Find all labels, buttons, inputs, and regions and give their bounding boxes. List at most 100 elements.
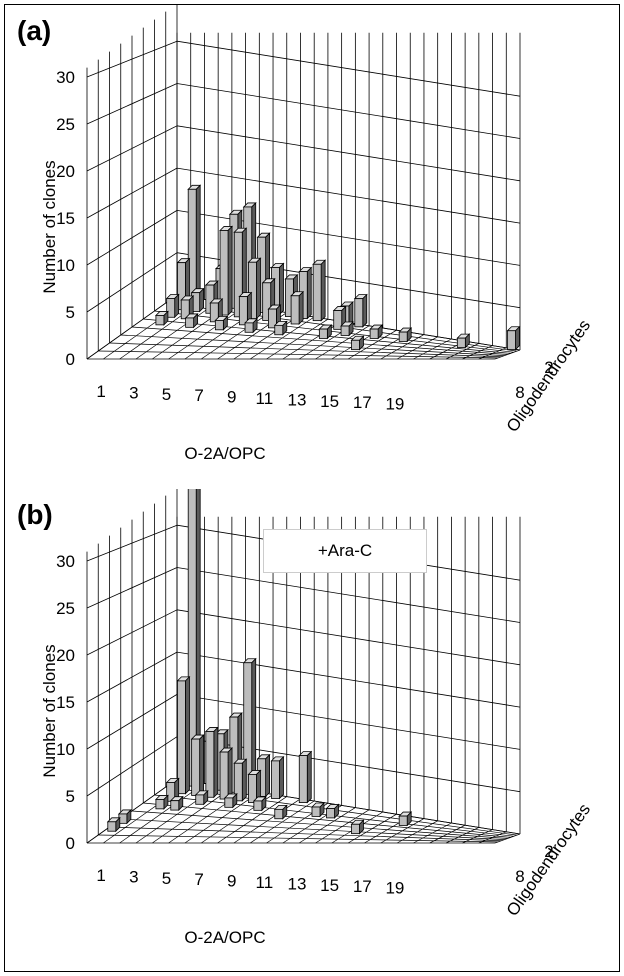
floor-gridline (143, 802, 511, 838)
bar (170, 800, 180, 811)
bar (219, 751, 229, 800)
bar-side (298, 290, 304, 325)
bar (312, 263, 322, 322)
y-tick-label: 0 (66, 350, 75, 369)
side-wall-gridline-horizontal (86, 252, 178, 313)
bar (262, 282, 272, 321)
y-tick-label: 5 (66, 787, 75, 806)
x-tick-label: 3 (129, 867, 138, 886)
panel-a-label: (a) (17, 15, 52, 46)
floor-gridline (98, 834, 499, 843)
x-tick-label: 15 (320, 392, 339, 411)
bar-side (174, 293, 180, 319)
bar-side (320, 259, 326, 322)
back-wall-gridline-horizontal (176, 694, 521, 750)
bar-side (265, 753, 271, 798)
bar (233, 762, 243, 802)
bar (298, 755, 308, 803)
y-tick-label: 0 (66, 834, 75, 853)
panel-a: (a) 0 5 10 15 20 25 30 1 3 5 7 9 11 13 15 17 19 2 8 O-2A/OP… (5, 5, 621, 489)
bar-side (195, 184, 201, 304)
side-wall-gridline-horizontal (86, 40, 178, 78)
floor-gridline (109, 342, 502, 358)
y-tick-label: 25 (56, 599, 75, 618)
bar-side (227, 747, 233, 801)
bar (507, 330, 516, 350)
bar (219, 230, 229, 316)
side-wall-gridline-horizontal (86, 694, 178, 750)
panel-b-label: (b) (17, 499, 53, 530)
y-axis-label: Number of clones (40, 644, 59, 777)
bar (398, 815, 408, 826)
x-tick-label: 11 (256, 389, 274, 408)
bar-side (241, 758, 247, 802)
bar (326, 808, 335, 819)
y-tick-label: 10 (56, 256, 75, 275)
y-tick-label: 5 (66, 303, 75, 322)
bar-side (199, 287, 205, 313)
bar (274, 808, 284, 820)
back-wall-gridline-horizontal (176, 567, 521, 623)
floor-gridline (131, 326, 508, 355)
depth-tick-label: 8 (515, 383, 524, 402)
bar (351, 823, 360, 835)
bar (205, 731, 215, 798)
y-tick-label: 25 (56, 115, 75, 134)
bar-side (199, 734, 205, 797)
bar (185, 317, 195, 328)
bar (333, 310, 343, 330)
x-tick-label: 1 (96, 382, 105, 401)
bar-side (256, 257, 261, 320)
bar (224, 797, 234, 808)
y-tick-label: 20 (56, 162, 75, 181)
bar (195, 794, 205, 805)
bar-side (306, 266, 312, 320)
x-tick-label: 9 (227, 388, 236, 407)
side-wall-gridline-horizontal (86, 210, 178, 266)
bar (271, 760, 280, 799)
side-wall-gridline-horizontal (86, 125, 178, 172)
bar-side (185, 675, 190, 795)
bar (166, 298, 176, 318)
bar (456, 337, 466, 348)
bar (354, 298, 364, 328)
bar (238, 296, 248, 326)
floor-gridline (120, 334, 505, 356)
bar (214, 320, 224, 331)
y-tick-label: 30 (56, 68, 75, 87)
x-axis-label: O-2A/OPC (184, 444, 265, 463)
bar (177, 680, 186, 795)
bar (209, 302, 219, 323)
floor-gridline (120, 818, 505, 840)
bar (274, 324, 284, 336)
y-tick-label: 10 (56, 740, 75, 759)
x-tick-label: 17 (353, 393, 372, 412)
x-tick-label: 9 (227, 872, 236, 891)
y-axis-label: Number of clones (40, 160, 59, 293)
bar (318, 328, 328, 339)
x-tick-label: 7 (194, 386, 203, 405)
back-wall-gridline-horizontal (176, 167, 521, 224)
bar (107, 821, 117, 832)
depth-tick-label: 8 (515, 867, 524, 886)
x-tick-label: 5 (162, 869, 171, 888)
x-tick-label: 1 (96, 866, 105, 885)
bar (155, 315, 165, 326)
y-tick-label: 30 (56, 552, 75, 571)
bar-side (306, 750, 312, 804)
bar (155, 799, 165, 810)
depth-tick-label: 2 (544, 358, 553, 377)
x-tick-label: 13 (288, 874, 307, 893)
x-tick-label: 5 (162, 385, 171, 404)
bar (180, 299, 190, 320)
floor-gridline (131, 810, 508, 839)
floor-gridline (98, 350, 499, 359)
bar-side (348, 301, 354, 326)
side-wall-gridline-horizontal (86, 167, 178, 219)
bar-side (362, 293, 368, 328)
bar (248, 774, 257, 804)
x-tick-label: 13 (288, 390, 307, 409)
x-axis-label: O-2A/OPC (184, 928, 265, 947)
depth-tick-label: 2 (544, 842, 553, 861)
